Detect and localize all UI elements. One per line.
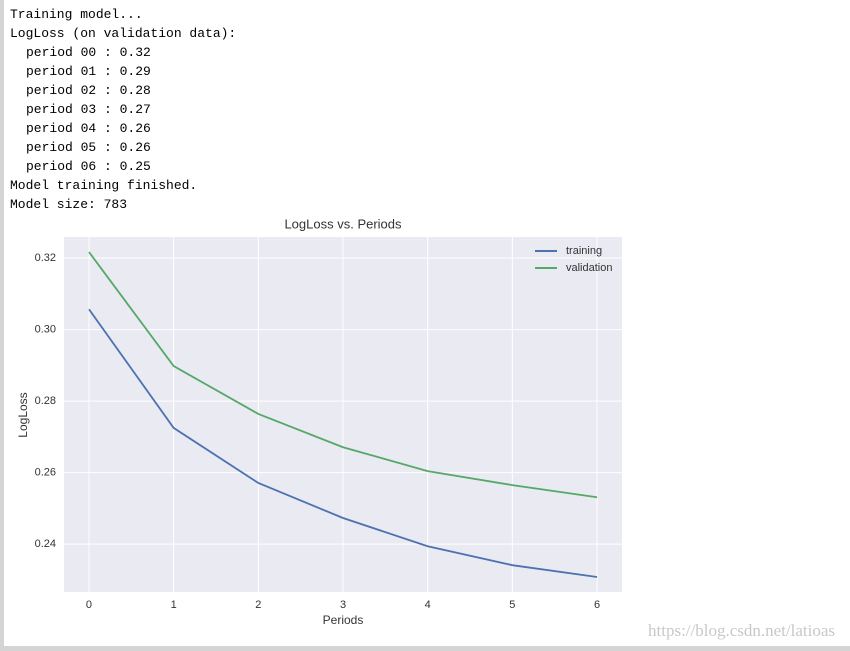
log-line: period 05 : 0.26	[26, 140, 151, 155]
x-tick-label: 4	[425, 599, 431, 611]
x-tick-label: 0	[86, 599, 92, 611]
legend-label: validation	[566, 262, 612, 274]
y-tick-label: 0.28	[35, 395, 56, 407]
x-tick-label: 5	[509, 599, 515, 611]
y-tick-label: 0.30	[35, 323, 56, 335]
log-line: Model training finished.	[10, 178, 198, 193]
y-tick-label: 0.32	[35, 252, 56, 264]
log-line: LogLoss (on validation data):	[10, 26, 237, 41]
log-line: period 02 : 0.28	[26, 83, 151, 98]
x-axis-label: Periods	[323, 613, 364, 627]
log-line: period 00 : 0.32	[26, 45, 151, 60]
frame	[0, 0, 4, 651]
x-tick-label: 2	[255, 599, 261, 611]
frame	[0, 646, 850, 651]
x-tick-label: 6	[594, 599, 600, 611]
log-line: Training model...	[10, 7, 143, 22]
log-line: Model size: 783	[10, 197, 128, 212]
x-tick-label: 1	[171, 599, 177, 611]
line	[88, 308, 598, 578]
log-line: period 06 : 0.25	[26, 159, 151, 174]
y-axis-label: LogLoss	[16, 392, 30, 437]
y-tick-label: 0.24	[35, 538, 56, 550]
log-line: period 04 : 0.26	[26, 121, 151, 136]
log-line: period 03 : 0.27	[26, 102, 151, 117]
legend-label: training	[566, 245, 602, 257]
output-log: Training model... LogLoss (on validation …	[10, 5, 236, 214]
chart-title: LogLoss vs. Periods	[284, 216, 402, 231]
watermark: https://blog.csdn.net/latioas	[648, 621, 835, 640]
x-tick-label: 3	[340, 599, 346, 611]
line	[88, 251, 598, 499]
log-line: period 01 : 0.29	[26, 64, 151, 79]
y-tick-label: 0.26	[35, 467, 56, 479]
